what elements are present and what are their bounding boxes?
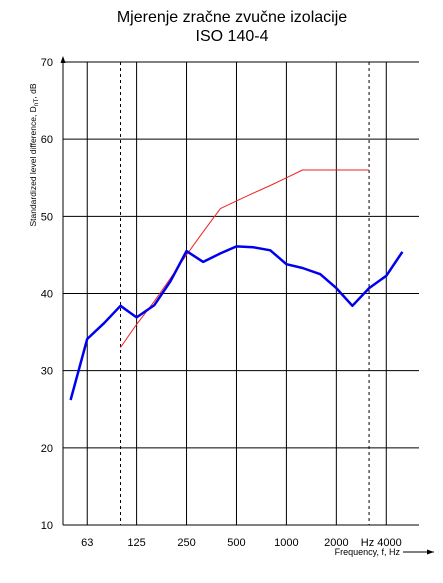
y-tick-label: 50 (41, 211, 53, 223)
y-tick-label: 40 (41, 289, 53, 301)
y-tick-label: 10 (41, 520, 53, 532)
x-tick-label: 125 (127, 537, 145, 549)
x-tick-label: 250 (177, 537, 195, 549)
y-tick-label: 60 (41, 134, 53, 146)
y-tick-label: 30 (41, 366, 53, 378)
x-tick-label: 2000 (324, 537, 348, 549)
x-tick-label: 1000 (274, 537, 298, 549)
x-axis-label: Frequency, f, Hz (335, 547, 401, 557)
y-tick-label: 20 (41, 443, 53, 455)
chart-title: Mjerenje zračne zvučne izolacije (117, 9, 347, 26)
x-arrowhead (427, 549, 434, 555)
y-label-part: Standardized level difference, D (28, 106, 38, 226)
series-line (120, 169, 370, 348)
series-line (69, 245, 404, 401)
y-tick-label: 70 (41, 57, 53, 69)
x-tick-label: 500 (227, 537, 245, 549)
y-arrowhead (60, 56, 66, 63)
chart-subtitle: ISO 140-4 (196, 28, 269, 45)
x-tick-label: Hz 4000 (361, 537, 402, 549)
y-label-part: , dB (28, 83, 38, 98)
y-label-sub: nT (33, 99, 40, 107)
y-axis-label: Standardized level difference, DnT, dB (28, 83, 40, 226)
x-tick-label: 63 (81, 537, 93, 549)
